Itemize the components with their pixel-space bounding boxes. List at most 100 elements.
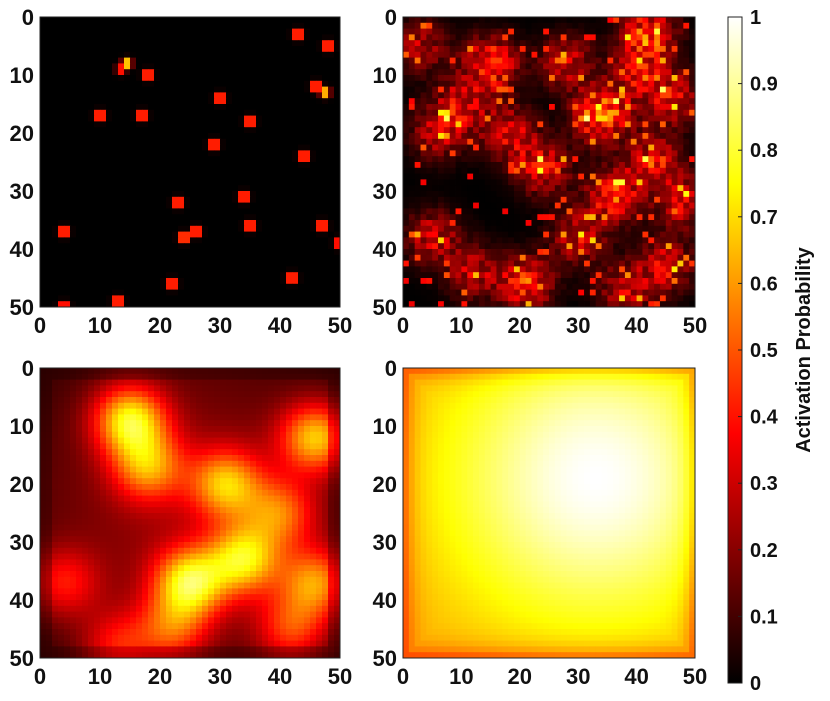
heatmap-cell	[130, 162, 137, 169]
heatmap-cell	[426, 220, 433, 227]
heatmap-cell	[403, 243, 410, 250]
heatmap-cell	[654, 167, 661, 174]
heatmap-cell	[408, 272, 416, 279]
heatmap-cell	[560, 144, 567, 151]
heatmap-cell	[136, 278, 143, 285]
heatmap-cell	[220, 162, 227, 169]
heatmap-cell	[118, 115, 125, 122]
heatmap-cell	[613, 283, 620, 290]
heatmap-cell	[624, 208, 632, 215]
heatmap-cell	[40, 179, 47, 186]
heatmap-cell	[508, 109, 515, 116]
heatmap-cell	[130, 69, 137, 76]
heatmap-cell	[298, 220, 305, 227]
heatmap-cell	[502, 196, 509, 203]
heatmap-cell	[64, 162, 71, 169]
heatmap-cell	[513, 22, 521, 29]
heatmap-cell	[232, 289, 239, 296]
heatmap-cell	[46, 214, 53, 221]
heatmap-cell	[636, 34, 643, 41]
heatmap-cell	[642, 220, 649, 227]
heatmap-cell	[467, 243, 474, 250]
heatmap-cell	[196, 46, 203, 53]
heatmap-cell	[316, 191, 323, 198]
heatmap-cell	[537, 231, 544, 238]
heatmap-cell	[502, 283, 509, 290]
heatmap-cell	[196, 208, 203, 215]
heatmap-cell	[665, 243, 673, 250]
heatmap-cell	[490, 231, 497, 238]
heatmap-cell	[220, 167, 227, 174]
heatmap-cell	[304, 185, 311, 192]
heatmap-cell	[64, 249, 71, 256]
heatmap-cell	[549, 295, 556, 302]
heatmap-cell	[58, 80, 65, 87]
heatmap-cell	[136, 63, 143, 70]
heatmap-cell	[322, 202, 329, 209]
heatmap-cell	[554, 179, 562, 186]
heatmap-cell	[298, 51, 305, 58]
heatmap-cell	[554, 138, 562, 145]
heatmap-cell	[607, 28, 614, 35]
heatmap-cell	[256, 289, 263, 296]
heatmap-cell	[525, 22, 532, 29]
heatmap-cell	[484, 86, 491, 93]
heatmap-cell	[280, 51, 287, 58]
heatmap-cell	[403, 191, 410, 198]
heatmap-cell	[214, 301, 221, 308]
heatmap-cell	[154, 162, 161, 169]
heatmap-cell	[572, 28, 579, 35]
heatmap-cell	[94, 301, 101, 308]
heatmap-cell	[274, 202, 281, 209]
heatmap-cell	[414, 237, 421, 244]
heatmap-cell	[403, 109, 410, 116]
heatmap-cell	[304, 46, 311, 53]
heatmap-cell	[636, 272, 643, 279]
heatmap-cell	[202, 214, 209, 221]
heatmap-cell	[328, 40, 335, 47]
heatmap-cell	[226, 138, 233, 145]
heatmap-cell	[630, 80, 637, 87]
heatmap-cell	[328, 237, 335, 244]
heatmap-cell	[262, 51, 269, 58]
heatmap-cell	[136, 150, 143, 157]
heatmap-cell	[316, 127, 323, 134]
heatmap-cell	[455, 237, 462, 244]
heatmap-cell	[124, 28, 131, 35]
heatmap-cell	[226, 289, 233, 296]
heatmap-cell	[683, 231, 690, 238]
heatmap-cell	[519, 301, 527, 308]
heatmap-cell	[659, 272, 667, 279]
heatmap-cell	[484, 46, 491, 53]
heatmap-cell	[238, 289, 245, 296]
heatmap-cell	[420, 289, 427, 296]
heatmap-cell	[408, 191, 416, 198]
heatmap-cell	[88, 51, 95, 58]
heatmap-cell	[484, 278, 491, 285]
heatmap-cell	[560, 133, 567, 140]
heatmap-cell	[70, 173, 77, 180]
heatmap-cell	[82, 109, 89, 116]
heatmap-cell	[244, 133, 251, 140]
heatmap-cell	[490, 167, 497, 174]
heatmap-cell	[190, 191, 197, 198]
heatmap-cell	[58, 46, 65, 53]
heatmap-cell	[613, 173, 620, 180]
heatmap-cell	[683, 98, 690, 105]
heatmap-cell	[677, 214, 684, 221]
heatmap-cell	[490, 243, 497, 250]
heatmap-cell	[280, 225, 287, 232]
heatmap-cell	[630, 254, 637, 261]
heatmap-cell	[286, 191, 293, 198]
heatmap-cell	[46, 92, 53, 99]
heatmap-cell	[478, 167, 486, 174]
heatmap-cell	[508, 121, 515, 128]
heatmap-cell	[190, 46, 197, 53]
heatmap-cell	[172, 104, 179, 111]
heatmap-cell	[304, 28, 311, 35]
heatmap-cell	[82, 127, 89, 134]
heatmap-cell	[316, 272, 323, 279]
heatmap-cell	[202, 150, 209, 157]
heatmap-cell	[136, 196, 143, 203]
heatmap-cell	[432, 266, 439, 273]
